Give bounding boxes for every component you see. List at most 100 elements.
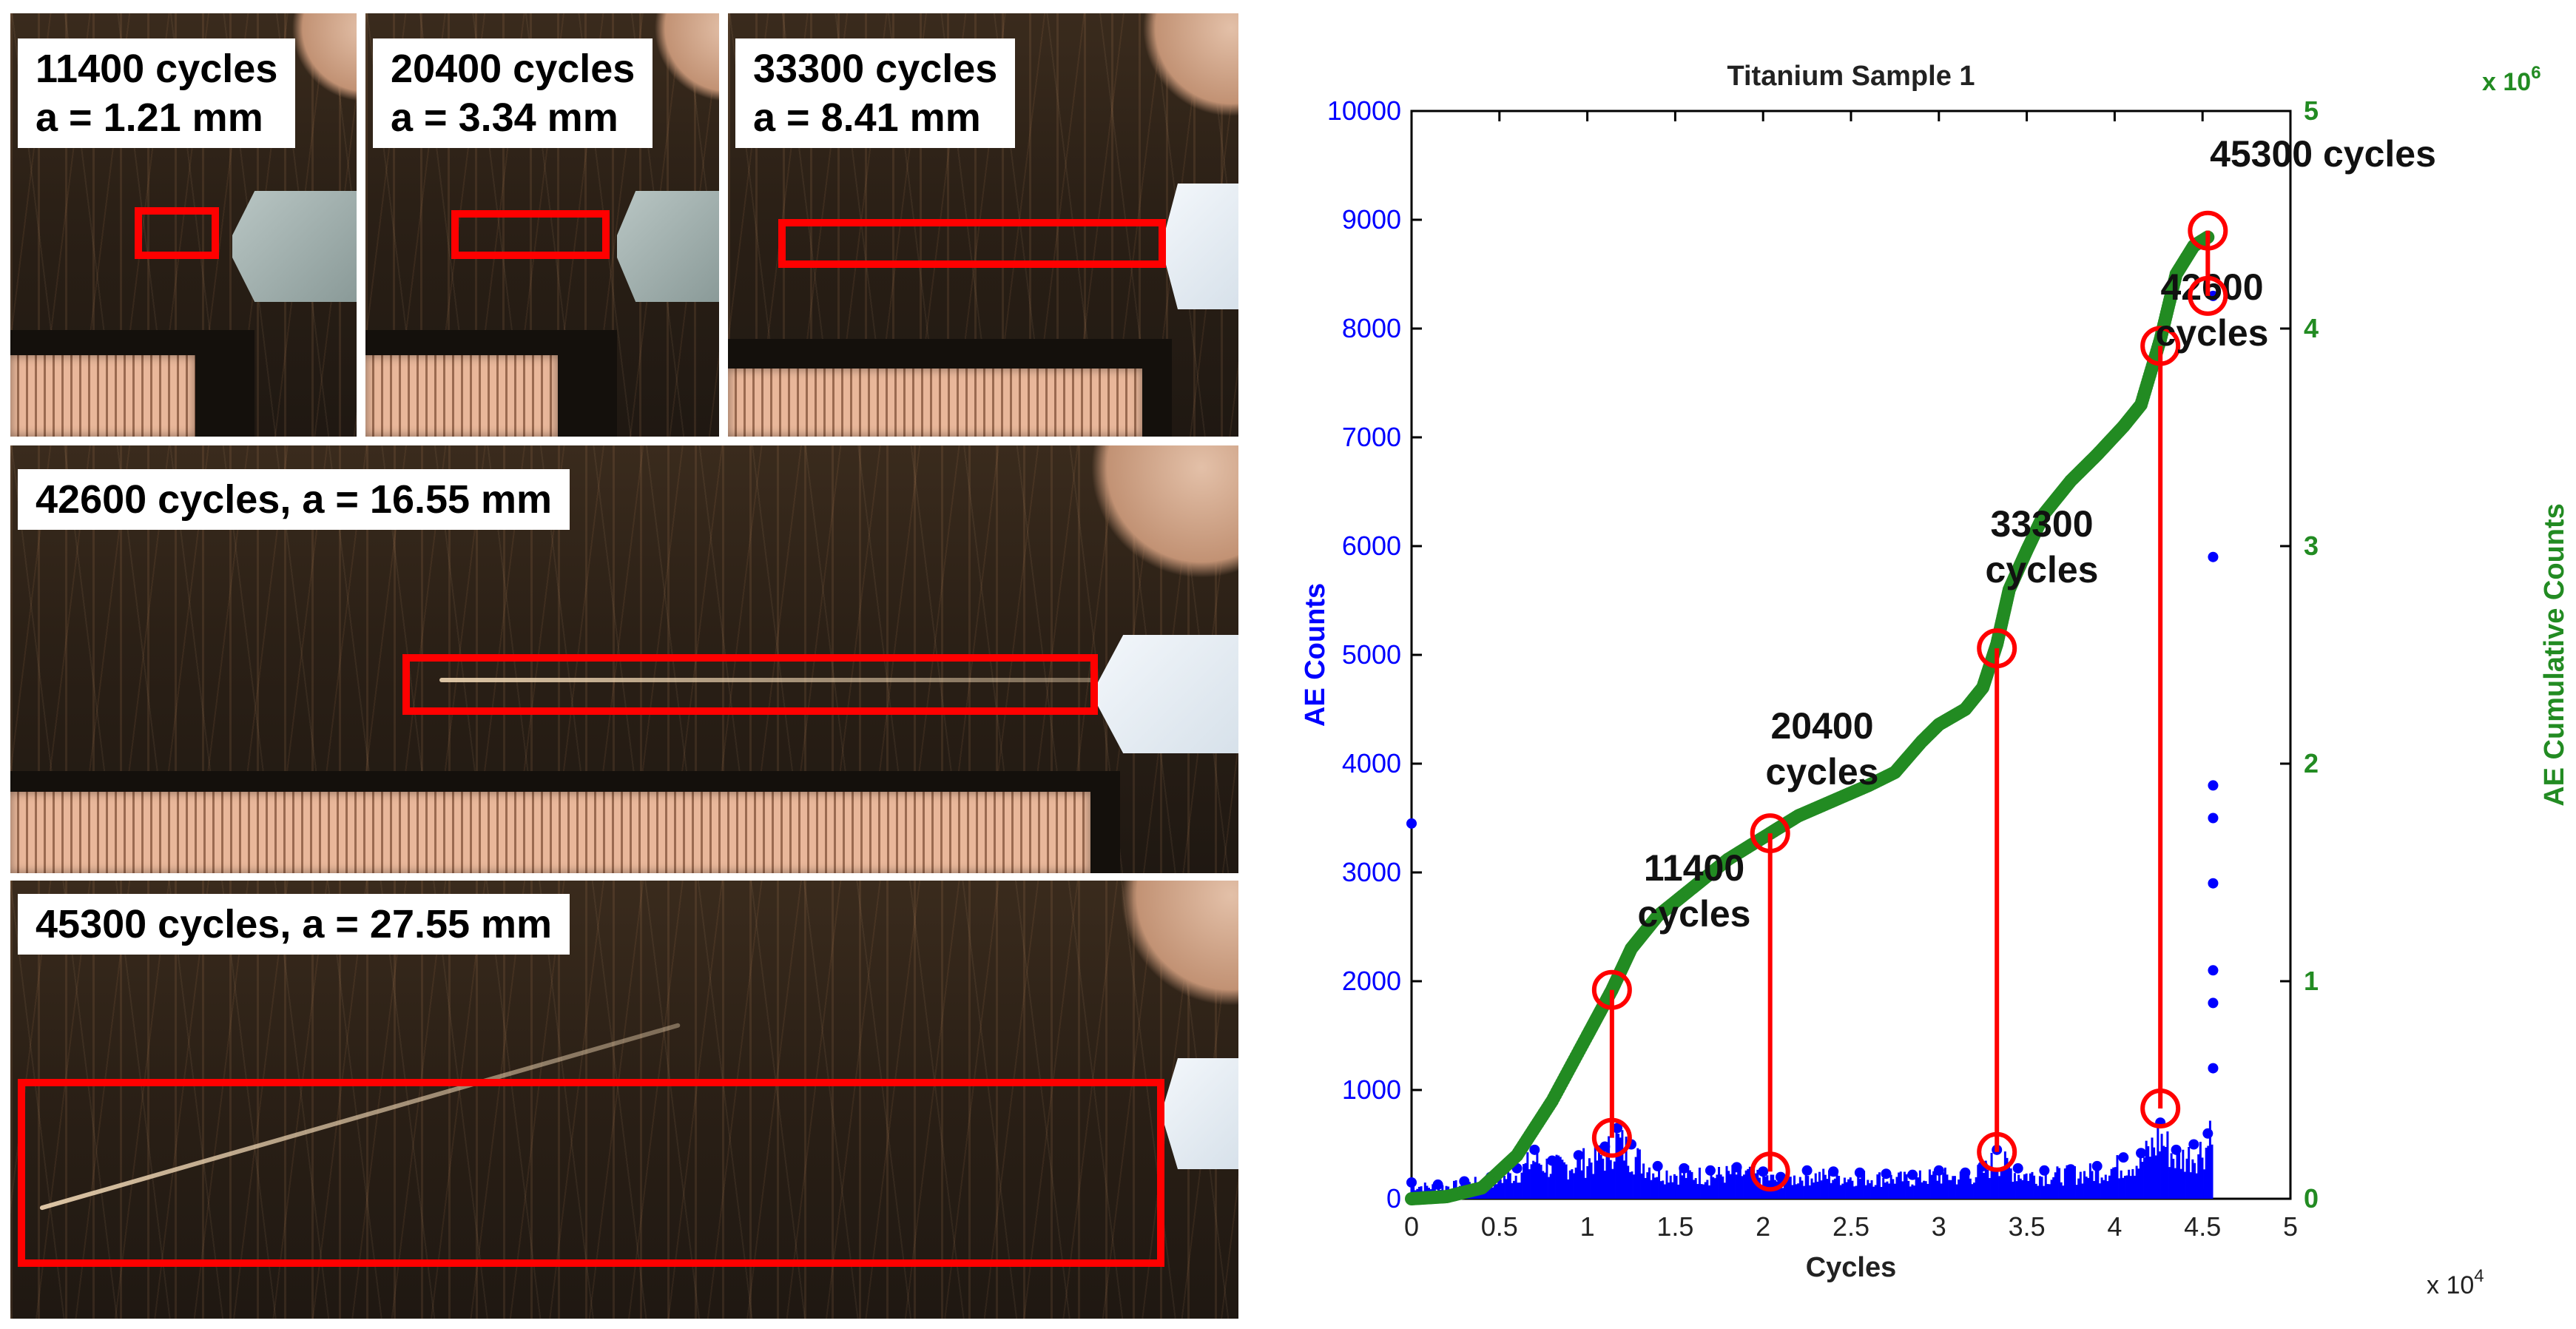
photo-panel-45300: 45300 cycles, a = 27.55 mm: [10, 881, 1238, 1319]
annotation-label-line1: 11400: [1644, 847, 1744, 889]
photo-background-blob: [1090, 445, 1238, 579]
ruler: [10, 792, 1090, 873]
photo-label: 11400 cycles a = 1.21 mm: [18, 38, 296, 148]
photo-background-blob: [1142, 13, 1238, 117]
y-left-tick-label: 10000: [1327, 95, 1401, 126]
ae-count-point: [2208, 551, 2219, 562]
y-left-tick-label: 7000: [1342, 422, 1401, 452]
x-tick-label: 3.5: [2009, 1211, 2046, 1242]
photo-label: 42600 cycles, a = 16.55 mm: [18, 469, 570, 530]
ae-count-point: [1432, 1179, 1443, 1190]
x-tick-label: 5: [2283, 1211, 2298, 1242]
photo-label-text: 42600 cycles, a = 16.55 mm: [36, 477, 553, 522]
ae-count-point: [2188, 1139, 2199, 1150]
specimen-clip: [232, 191, 357, 302]
ae-count-point: [2066, 1164, 2076, 1175]
left-y-axis-label: AE Counts: [1300, 583, 1331, 727]
crack-highlight-box: [451, 210, 610, 259]
photo-label-cycles: 20400 cycles: [391, 47, 635, 91]
crack-line: [439, 678, 1098, 682]
photo-label-cycles: 11400 cycles: [36, 47, 278, 91]
ae-count-point: [1406, 818, 1417, 829]
annotation-circle-ae: [1591, 1117, 1632, 1158]
y-left-tick-label: 8000: [1342, 313, 1401, 343]
annotation-circle-ae: [1750, 1151, 1790, 1192]
plot-area: [1410, 110, 2292, 1200]
right-y-axis: 0 1 2 3 4 5: [2280, 95, 2319, 1214]
chart-title: Titanium Sample 1: [1727, 61, 1975, 92]
ae-count-point: [1775, 1171, 1786, 1182]
photo-label: 45300 cycles, a = 27.55 mm: [18, 894, 570, 955]
annotation-label-line1: 45300 cycles: [2210, 133, 2436, 175]
photo-panel-11400: 11400 cycles a = 1.21 mm: [10, 13, 357, 437]
y-right-tick-label: 4: [2304, 313, 2319, 343]
y-right-tick-label: 2: [2304, 748, 2319, 778]
y-left-tick-label: 9000: [1342, 204, 1401, 235]
y-right-tick-label: 0: [2304, 1183, 2319, 1214]
ae-count-point: [1801, 1165, 1813, 1176]
annotation-circle-cumulative: [2140, 326, 2181, 366]
ae-count-point: [2208, 878, 2219, 889]
annotation-circle-cumulative: [1750, 813, 1790, 854]
photo-panel-42600: 42600 cycles, a = 16.55 mm: [10, 445, 1238, 873]
ae-count-point: [1933, 1165, 1944, 1176]
photo-label-length: a = 8.41 mm: [753, 95, 981, 140]
x-multiplier-base: x 10: [2427, 1271, 2474, 1299]
x-tick-label: 4.5: [2184, 1211, 2221, 1242]
specimen-clip: [1164, 184, 1238, 309]
annotation-circle-cumulative: [2188, 210, 2228, 251]
ae-count-point: [1731, 1162, 1742, 1173]
ae-count-point: [2208, 997, 2219, 1009]
photo-label-length: a = 3.34 mm: [391, 95, 618, 140]
specimen-clip: [1098, 635, 1238, 753]
y-left-tick-label: 6000: [1342, 531, 1401, 561]
ae-count-point: [2091, 1160, 2103, 1171]
photo-label: 20400 cycles a = 3.34 mm: [373, 38, 653, 148]
annotation-label-line1: 42600: [2160, 266, 2263, 308]
ae-count-point: [1854, 1167, 1865, 1178]
photo-label: 33300 cycles a = 8.41 mm: [735, 38, 1016, 148]
right-multiplier: x 106: [2482, 63, 2541, 96]
cycle-annotations: 11400cycles20400cycles33300cycles42600cy…: [1591, 133, 2436, 1192]
annotation-label-line1: 33300: [1990, 503, 2093, 545]
ae-counts-chart: Titanium Sample 1 0 0.5 1 1.5 2 2.5 3 3.5 4 4.5 5 …: [1300, 61, 2570, 1299]
ae-count-point: [1705, 1165, 1716, 1176]
y-left-tick-label: 0: [1386, 1183, 1401, 1214]
ae-count-point: [2208, 780, 2219, 791]
y-left-tick-label: 4000: [1342, 748, 1401, 778]
ae-count-point: [1529, 1144, 1540, 1155]
y-left-tick-label: 2000: [1342, 966, 1401, 996]
ae-count-point: [2171, 1144, 2182, 1155]
x-tick-label: 2.5: [1832, 1211, 1869, 1242]
x-tick-label: 2: [1756, 1211, 1770, 1242]
y-left-tick-label: 5000: [1342, 639, 1401, 670]
specimen-clip: [1164, 1058, 1238, 1169]
annotation-label-line1: 20400: [1770, 705, 1873, 747]
x-tick-label: 1.5: [1656, 1211, 1693, 1242]
x-tick-label: 0.5: [1481, 1211, 1518, 1242]
ae-count-point: [1599, 1141, 1611, 1152]
photo-label-cycles: 33300 cycles: [753, 47, 998, 91]
ae-count-point: [1960, 1167, 1971, 1178]
photo-background-blob: [654, 13, 719, 102]
ae-count-point: [1679, 1163, 1690, 1174]
photo-background-blob: [1120, 881, 1238, 1006]
x-axis-label: Cycles: [1806, 1252, 1897, 1283]
annotation-circle-ae: [2188, 275, 2228, 316]
ae-count-point: [2039, 1165, 2050, 1176]
photo-label-length: a = 1.21 mm: [36, 95, 263, 140]
ae-count-point: [2136, 1148, 2147, 1159]
ae-count-point: [2118, 1152, 2129, 1163]
ruler: [10, 355, 195, 437]
y-right-tick-label: 3: [2304, 531, 2319, 561]
annotation-label-line2: cycles: [1986, 549, 2099, 591]
crack-highlight-box: [778, 219, 1166, 268]
ae-count-point: [2208, 290, 2219, 301]
photo-label-text: 45300 cycles, a = 27.55 mm: [36, 902, 553, 946]
left-y-axis: 0 1000 2000 3000 4000 5000 6000 7000 8000 9000 100…: [1327, 95, 1422, 1214]
ae-count-point: [1758, 1166, 1769, 1177]
annotation-circle-cumulative: [1977, 628, 2017, 669]
specimen-clip: [617, 191, 719, 302]
ae-count-point: [2208, 965, 2219, 976]
y-right-tick-label: 5: [2304, 95, 2319, 126]
